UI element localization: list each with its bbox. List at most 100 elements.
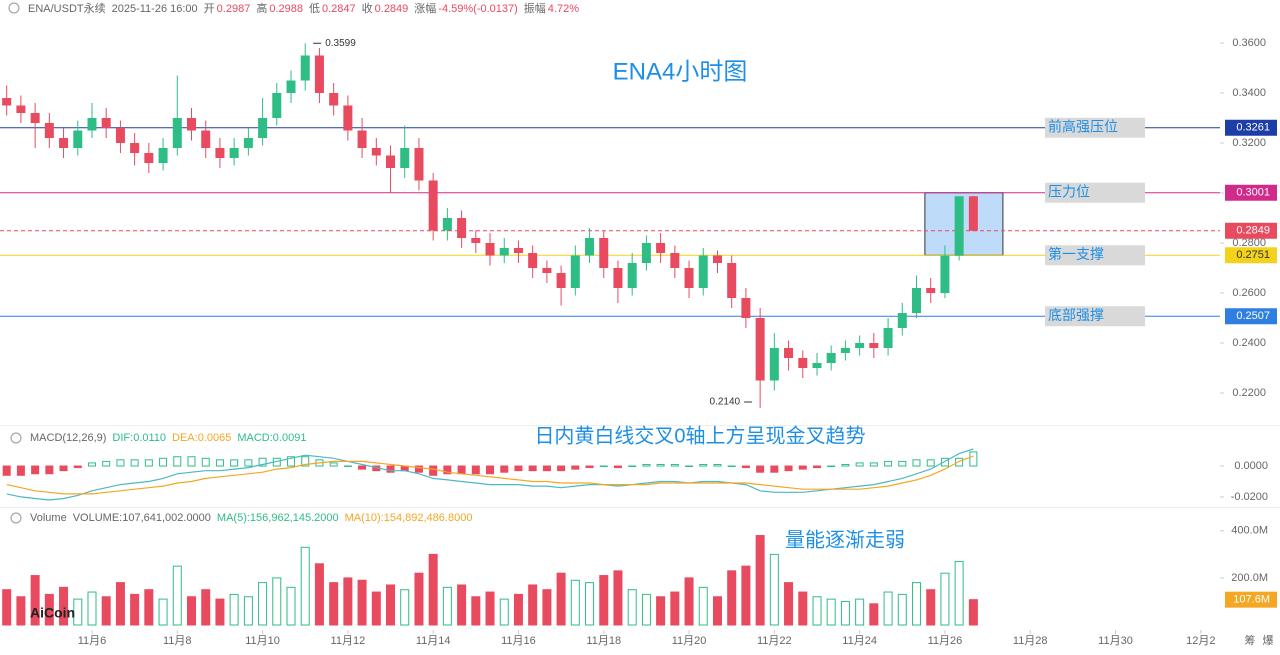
header-label: 低	[309, 2, 320, 15]
volume-bar	[812, 596, 822, 626]
collapse-icon[interactable]	[10, 432, 22, 444]
level-tag-text: 0.2507	[1236, 310, 1270, 322]
volume-bar	[641, 593, 651, 626]
macd-bar	[87, 462, 96, 467]
candle-body	[457, 218, 467, 238]
volume-bar	[940, 572, 950, 626]
candle-body	[286, 80, 296, 93]
candle-body	[158, 148, 168, 163]
macd-bar	[73, 465, 82, 469]
volume-bar	[684, 577, 694, 626]
volume-bar	[158, 598, 168, 626]
macd-bar	[258, 457, 267, 467]
volume-bar	[926, 589, 936, 626]
volume-bar	[542, 589, 552, 626]
header-label: 涨幅	[414, 2, 436, 15]
volume-bar	[698, 586, 708, 626]
volume-bar	[585, 582, 595, 626]
volume-bar	[371, 591, 381, 626]
candle-body	[755, 318, 765, 381]
volume-bar	[869, 603, 879, 626]
volume-bar	[2, 589, 12, 626]
x-tick-label: 11月26	[928, 635, 963, 647]
candle-body	[59, 138, 69, 148]
macd-bar	[471, 465, 480, 475]
volume-bar	[16, 596, 26, 626]
volume-bar	[115, 582, 125, 626]
volume-bar	[911, 582, 921, 626]
header-label: 高	[256, 1, 267, 15]
volume-bar	[769, 553, 779, 626]
y-tick-label: -0.0200	[1231, 491, 1268, 503]
volume-bar	[968, 599, 978, 626]
collapse-icon[interactable]	[8, 2, 20, 14]
macd-bar	[855, 462, 864, 467]
corner-icon[interactable]: 爆	[1263, 633, 1274, 647]
collapse-icon[interactable]	[10, 512, 22, 524]
macd-name: MACD(12,26,9)	[30, 432, 106, 444]
y-tick-label: 0.2400	[1232, 337, 1266, 349]
candle-body	[16, 105, 26, 113]
candle-body	[656, 243, 666, 253]
macd-bar	[457, 465, 466, 475]
header-value: -4.59%(-0.0137)	[438, 3, 518, 15]
volume-bar	[300, 546, 310, 626]
candle-body	[727, 263, 737, 298]
dea-text: DEA:0.0065	[172, 432, 231, 444]
macd-bar	[912, 459, 921, 467]
macd-title: 日内黄白线交叉0轴上方呈现金叉趋势	[534, 424, 865, 447]
candle-body	[670, 253, 680, 268]
macd-bar	[926, 459, 935, 467]
highlight-box	[924, 192, 1004, 256]
macd-bar	[699, 463, 708, 467]
level-tag-text: 0.3001	[1236, 187, 1270, 199]
candle-body	[258, 118, 268, 138]
volume-bar	[471, 596, 481, 626]
x-tick-label: 12月2	[1186, 635, 1215, 647]
macd-bar	[557, 465, 566, 472]
header: ENA/USDT永续 2025-11-26 16:00 开 0.2987 高 0.2988…	[28, 1, 579, 15]
volume-bar	[499, 598, 509, 626]
macd-bar	[898, 460, 907, 467]
header-label: 开	[204, 3, 215, 15]
x-tick-label: 11月10	[245, 635, 280, 647]
volume-bar	[513, 593, 523, 626]
candle-body	[2, 98, 12, 106]
macd-bar	[613, 465, 622, 469]
macd-bar	[798, 465, 807, 470]
dea-line	[6, 455, 974, 495]
level-tag	[1225, 119, 1277, 136]
volume-bar	[186, 596, 196, 626]
macd-bar	[585, 465, 594, 469]
macd-bar	[59, 465, 68, 472]
logo: AiCoin	[30, 605, 75, 621]
macd-bar	[45, 465, 54, 475]
volume-bar	[755, 535, 765, 626]
candle-body	[641, 243, 651, 263]
candle-body	[400, 148, 410, 168]
x-tick-label: 11月20	[672, 635, 707, 647]
candle-body	[314, 55, 324, 93]
volume-bar	[570, 579, 580, 626]
candle-body	[585, 238, 595, 256]
candle-body	[428, 180, 438, 231]
macd-bar	[358, 465, 367, 470]
volume-bar	[712, 596, 722, 626]
volume-bar	[457, 584, 467, 626]
candle-body	[570, 255, 580, 288]
header-label: 收	[362, 1, 373, 15]
macd-bar	[727, 465, 736, 468]
candle-body	[698, 255, 708, 288]
volume-bar	[357, 579, 367, 626]
volume-bar	[258, 582, 268, 626]
volume-bar	[784, 582, 794, 626]
volume-bar	[314, 563, 324, 626]
corner-icon[interactable]: 筹	[1245, 633, 1256, 647]
candle-body	[357, 130, 367, 148]
candle-body	[826, 353, 836, 363]
macd-bar	[159, 457, 168, 467]
candle-body	[30, 113, 40, 123]
x-tick-label: 11月24	[842, 635, 877, 647]
candle-body	[87, 118, 97, 131]
